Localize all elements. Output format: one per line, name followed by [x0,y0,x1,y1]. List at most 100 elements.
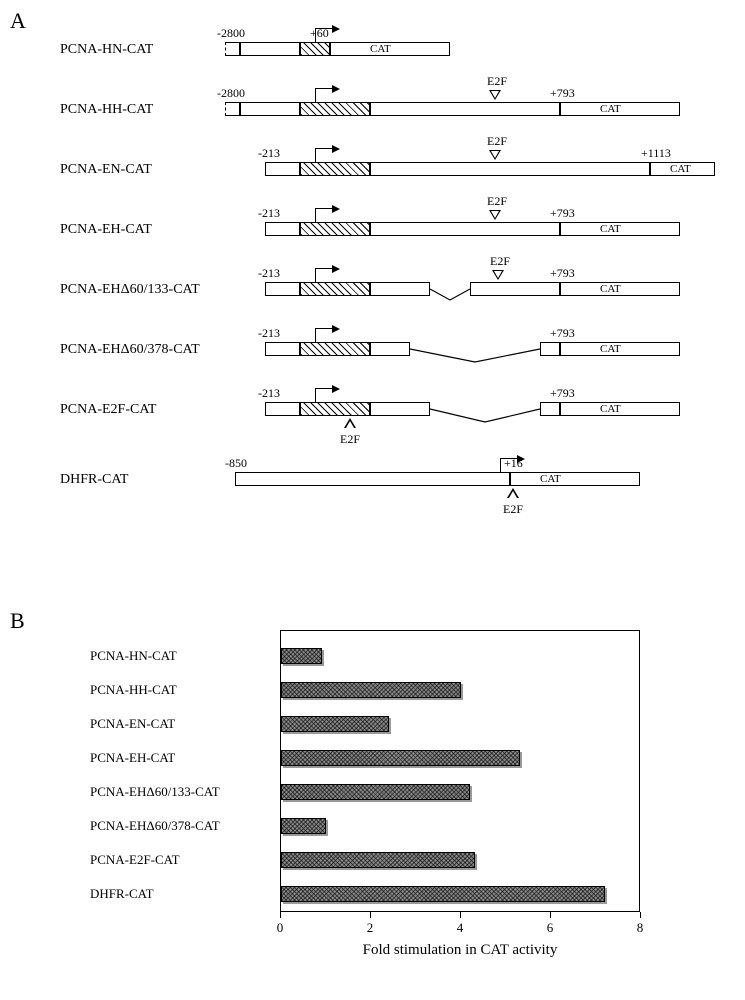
e2f-label: E2F [487,134,507,149]
chart-bar [281,750,520,766]
construct-diagram: -2800 +793 CAT E2F [220,80,720,135]
x-tick [460,912,461,918]
hatched-segment [300,162,370,176]
chart-frame [280,630,640,912]
construct-label: PCNA-E2F-CAT [60,402,156,418]
construct-label: PCNA-HN-CAT [60,42,153,58]
bar-label: DHFR-CAT [90,886,154,902]
bar-segment [265,342,300,356]
chart-bar [281,716,389,732]
construct-diagram: -213 +793 CAT [220,320,720,375]
chart-row: PCNA-EHΔ60/378-CAT [90,812,280,840]
x-tick [280,912,281,918]
x-tick [550,912,551,918]
construct-row: PCNA-EH-CAT -213 +793 CAT E2F [60,200,720,255]
bar-segment [240,102,300,116]
e2f-label: E2F [487,74,507,89]
right-position: +793 [550,206,575,221]
e2f-triangle-down-icon [492,270,504,280]
cat-label: CAT [600,402,621,416]
right-position: +793 [550,86,575,101]
bar-label: PCNA-E2F-CAT [90,852,180,868]
bar-segment [540,342,560,356]
e2f-triangle-down-icon [489,90,501,100]
e2f-label: E2F [503,502,523,517]
bar-label: PCNA-EHΔ60/378-CAT [90,818,220,834]
bar-segment [370,402,430,416]
bar-label: PCNA-EN-CAT [90,716,175,732]
construct-diagram: -2800 +60 CAT [220,20,720,75]
construct-row: PCNA-E2F-CAT -213 +793 CAT E2F [60,380,720,445]
x-tick-label: 0 [277,920,284,936]
construct-label: PCNA-EHΔ60/133-CAT [60,282,200,298]
e2f-triangle-up-icon [507,488,519,498]
left-position: -2800 [217,26,245,41]
chart-row: PCNA-HH-CAT [90,676,280,704]
bar-segment [370,162,650,176]
construct-row: DHFR-CAT -850 +16 CAT E2F [60,450,720,520]
left-position: -213 [258,266,280,281]
construct-label: PCNA-EN-CAT [60,162,152,178]
construct-label: PCNA-EH-CAT [60,222,152,238]
right-position: +793 [550,326,575,341]
bar-label: PCNA-HH-CAT [90,682,177,698]
bar-segment [225,102,240,116]
cat-label: CAT [370,42,391,56]
chart-row: PCNA-EH-CAT [90,744,280,772]
construct-row: PCNA-HN-CAT -2800 +60 CAT [60,20,720,75]
cat-label: CAT [600,102,621,116]
hatched-segment [300,222,370,236]
x-tick-label: 2 [367,920,374,936]
construct-diagram: -213 +793 CAT E2F [220,260,720,315]
bar-segment [265,402,300,416]
construct-label: PCNA-HH-CAT [60,102,153,118]
bar-segment [370,342,410,356]
chart-row: PCNA-HN-CAT [90,642,280,670]
chart-bar [281,784,470,800]
hatched-segment [300,102,370,116]
e2f-label: E2F [487,194,507,209]
hatched-segment [300,342,370,356]
bar-segment [370,102,560,116]
construct-diagram: -850 +16 CAT E2F [220,450,720,505]
construct-label: PCNA-EHΔ60/378-CAT [60,342,200,358]
construct-row: PCNA-EN-CAT -213 +1113 CAT E2F [60,140,720,195]
construct-diagram: -213 +793 CAT E2F [220,380,720,435]
bar-segment [370,282,430,296]
e2f-label: E2F [490,254,510,269]
x-tick [370,912,371,918]
bar-segment [470,282,560,296]
cat-label: CAT [670,162,691,176]
e2f-label: E2F [340,432,360,447]
right-position: +793 [550,266,575,281]
chart-bar [281,852,475,868]
cat-label: CAT [600,282,621,296]
x-tick-label: 8 [637,920,644,936]
cat-label: CAT [600,222,621,236]
panel-a-label: A [10,8,26,34]
construct-row: PCNA-EHΔ60/378-CAT -213 +793 CAT [60,320,720,375]
bar-segment [265,282,300,296]
left-position: -850 [225,456,247,471]
panel-b-label: B [10,608,25,634]
construct-diagram: -213 +793 CAT E2F [220,200,720,255]
construct-label: DHFR-CAT [60,472,128,488]
deletion-v-icon [430,288,470,308]
left-position: -213 [258,146,280,161]
chart-bar [281,886,605,902]
chart-bar [281,682,461,698]
left-position: -213 [258,326,280,341]
chart-bar [281,648,322,664]
left-position: -2800 [217,86,245,101]
x-tick-label: 4 [457,920,464,936]
right-position: +793 [550,386,575,401]
x-tick-label: 6 [547,920,554,936]
chart-row: PCNA-E2F-CAT [90,846,280,874]
bar-segment [265,162,300,176]
hatched-segment [300,42,330,56]
right-position: +1113 [641,146,671,161]
bar-segment [265,222,300,236]
x-tick [640,912,641,918]
cat-label: CAT [600,342,621,356]
panel-b-chart: PCNA-HN-CAT PCNA-HH-CAT PCNA-EN-CAT PCNA… [90,630,690,960]
